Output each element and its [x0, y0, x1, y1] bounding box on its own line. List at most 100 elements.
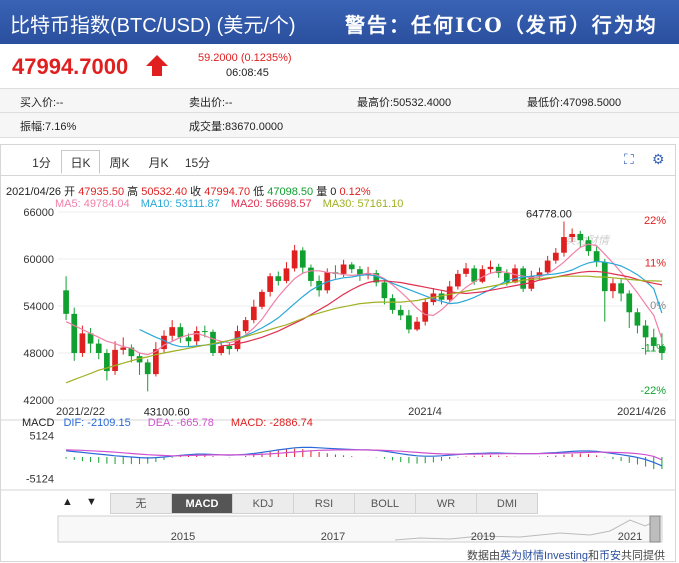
- open-label: 开: [64, 186, 76, 198]
- tab-daily[interactable]: 日K: [61, 150, 100, 174]
- macd-tick-label: -5124: [26, 473, 54, 485]
- low-label: 低: [253, 186, 265, 198]
- y-tick-label: 60000: [23, 254, 54, 266]
- footer-prefix: 数据由: [466, 550, 500, 562]
- source-binance-link[interactable]: 币安: [599, 550, 621, 562]
- scroll-down-button[interactable]: ▼: [86, 496, 97, 508]
- navigator-year-label: 2015: [171, 531, 195, 543]
- candle-body: [544, 260, 551, 273]
- stats-panel: 买入价:-- 卖出价:-- 最高价:50532.4000 最低价:47098.5…: [0, 88, 679, 138]
- candle-body: [201, 331, 208, 333]
- navigator-handle: [649, 515, 661, 543]
- candle-body: [169, 327, 176, 336]
- high-value: 50532.40: [141, 186, 188, 198]
- dea-line: [66, 449, 663, 461]
- last-price: 47994.7000: [12, 54, 129, 79]
- high-label: 高: [127, 186, 139, 198]
- bid-price: 买入价:--: [20, 97, 64, 109]
- warning-banner: 警告：任何ICO（发币）行为均: [345, 13, 658, 37]
- indicator-wr[interactable]: WR: [415, 493, 477, 514]
- scroll-up-button[interactable]: ▲: [62, 496, 73, 508]
- pct-tick-label: -22%: [640, 385, 666, 397]
- amplitude: 振幅:7.16%: [20, 121, 77, 133]
- min-annotation: 43100.60: [144, 406, 190, 418]
- candle-body: [446, 286, 453, 300]
- indicator-macd[interactable]: MACD: [171, 493, 233, 514]
- candle-body: [373, 273, 380, 283]
- page-title: 比特币指数(BTC/USD) (美元/个): [10, 15, 296, 37]
- ma30-line: [65, 275, 662, 384]
- candle-body: [357, 269, 363, 276]
- candle-body: [267, 276, 273, 292]
- up-arrow-icon: [146, 55, 168, 66]
- indicator-boll[interactable]: BOLL: [354, 493, 416, 514]
- data-source-footer: 数据由英为财情Investing和币安共同提供: [467, 547, 665, 563]
- tab-1min[interactable]: 1分: [32, 156, 51, 170]
- tab-15min[interactable]: 15分: [184, 156, 211, 170]
- candle-body: [634, 312, 641, 326]
- candle-body: [275, 276, 282, 281]
- candle-body: [479, 269, 486, 282]
- ma30-label: MA30: 57161.10: [322, 198, 404, 210]
- indicator-rsi[interactable]: RSI: [293, 493, 355, 514]
- vol-label: 量: [316, 186, 328, 198]
- indicator-dmi[interactable]: DMI: [476, 493, 538, 514]
- source-investing-link[interactable]: 英为财情Investing: [499, 550, 588, 562]
- ma-legend: MA5: 49784.04 MA10: 53111.87 MA20: 56698…: [55, 198, 403, 210]
- candle-body: [438, 293, 445, 300]
- candle-body: [308, 267, 314, 281]
- candle-body: [389, 298, 396, 310]
- candle-body: [120, 347, 127, 350]
- candle-body: [422, 302, 429, 322]
- fullscreen-icon[interactable]: ⛶: [624, 151, 634, 167]
- close-value: 47994.70: [204, 186, 251, 198]
- candle-body: [406, 315, 412, 330]
- candle-body: [193, 331, 200, 342]
- max-annotation: 64778.00: [526, 209, 572, 221]
- candle-body: [226, 345, 233, 350]
- candle-body: [283, 268, 290, 281]
- candle-body: [340, 264, 347, 274]
- settings-icon[interactable]: ⚙: [652, 151, 665, 167]
- indicator-none[interactable]: 无: [110, 493, 172, 514]
- timeframe-tabs: 1分 日K 周K 月K 15分: [22, 150, 217, 175]
- candle-body: [495, 266, 502, 274]
- navigator-series: [394, 518, 661, 541]
- candle-body: [593, 251, 600, 263]
- navigator-year-label: 2021: [618, 531, 642, 543]
- x-tick-label: 2021/2/22: [56, 406, 105, 418]
- candle-body: [642, 325, 649, 338]
- dea-label: DEA: -665.78: [147, 417, 214, 429]
- candle-body: [503, 273, 510, 283]
- tab-monthly[interactable]: 月K: [148, 156, 169, 170]
- pct-tick-label: 0%: [650, 300, 666, 312]
- pct-tick-label: 22%: [644, 215, 666, 227]
- footer-mid: 和: [588, 550, 599, 562]
- candle-body: [128, 347, 135, 357]
- candle-body: [144, 362, 151, 375]
- candle-body: [71, 313, 78, 353]
- ma5-line: [65, 243, 663, 356]
- macd-legend: MACD DIF: -2109.15 DEA: -665.78 MACD: -2…: [22, 417, 313, 429]
- ma5-label: MA5: 49784.04: [55, 198, 130, 210]
- ask-price: 卖出价:--: [189, 97, 233, 109]
- macd-name: MACD: [22, 417, 55, 429]
- candle-body: [397, 309, 404, 316]
- candle-body: [299, 250, 306, 268]
- close-label: 收: [190, 186, 202, 198]
- x-tick-label: 2021/4: [408, 406, 442, 418]
- high-price: 最高价:50532.4000: [357, 97, 452, 109]
- candle-body: [161, 335, 167, 350]
- candle-body: [520, 268, 527, 289]
- tab-weekly[interactable]: 周K: [109, 156, 130, 170]
- indicator-tabs: 无 MACD KDJ RSI BOLL WR DMI: [110, 493, 538, 516]
- candle-body: [487, 266, 494, 270]
- candle-body: [585, 240, 592, 252]
- bar-date: 2021/04/26: [6, 186, 62, 198]
- ma10-label: MA10: 53111.87: [140, 198, 220, 210]
- candle-body: [348, 264, 355, 270]
- indicator-kdj[interactable]: KDJ: [232, 493, 294, 514]
- ma10-line: [139, 260, 663, 348]
- candle-body: [577, 233, 584, 241]
